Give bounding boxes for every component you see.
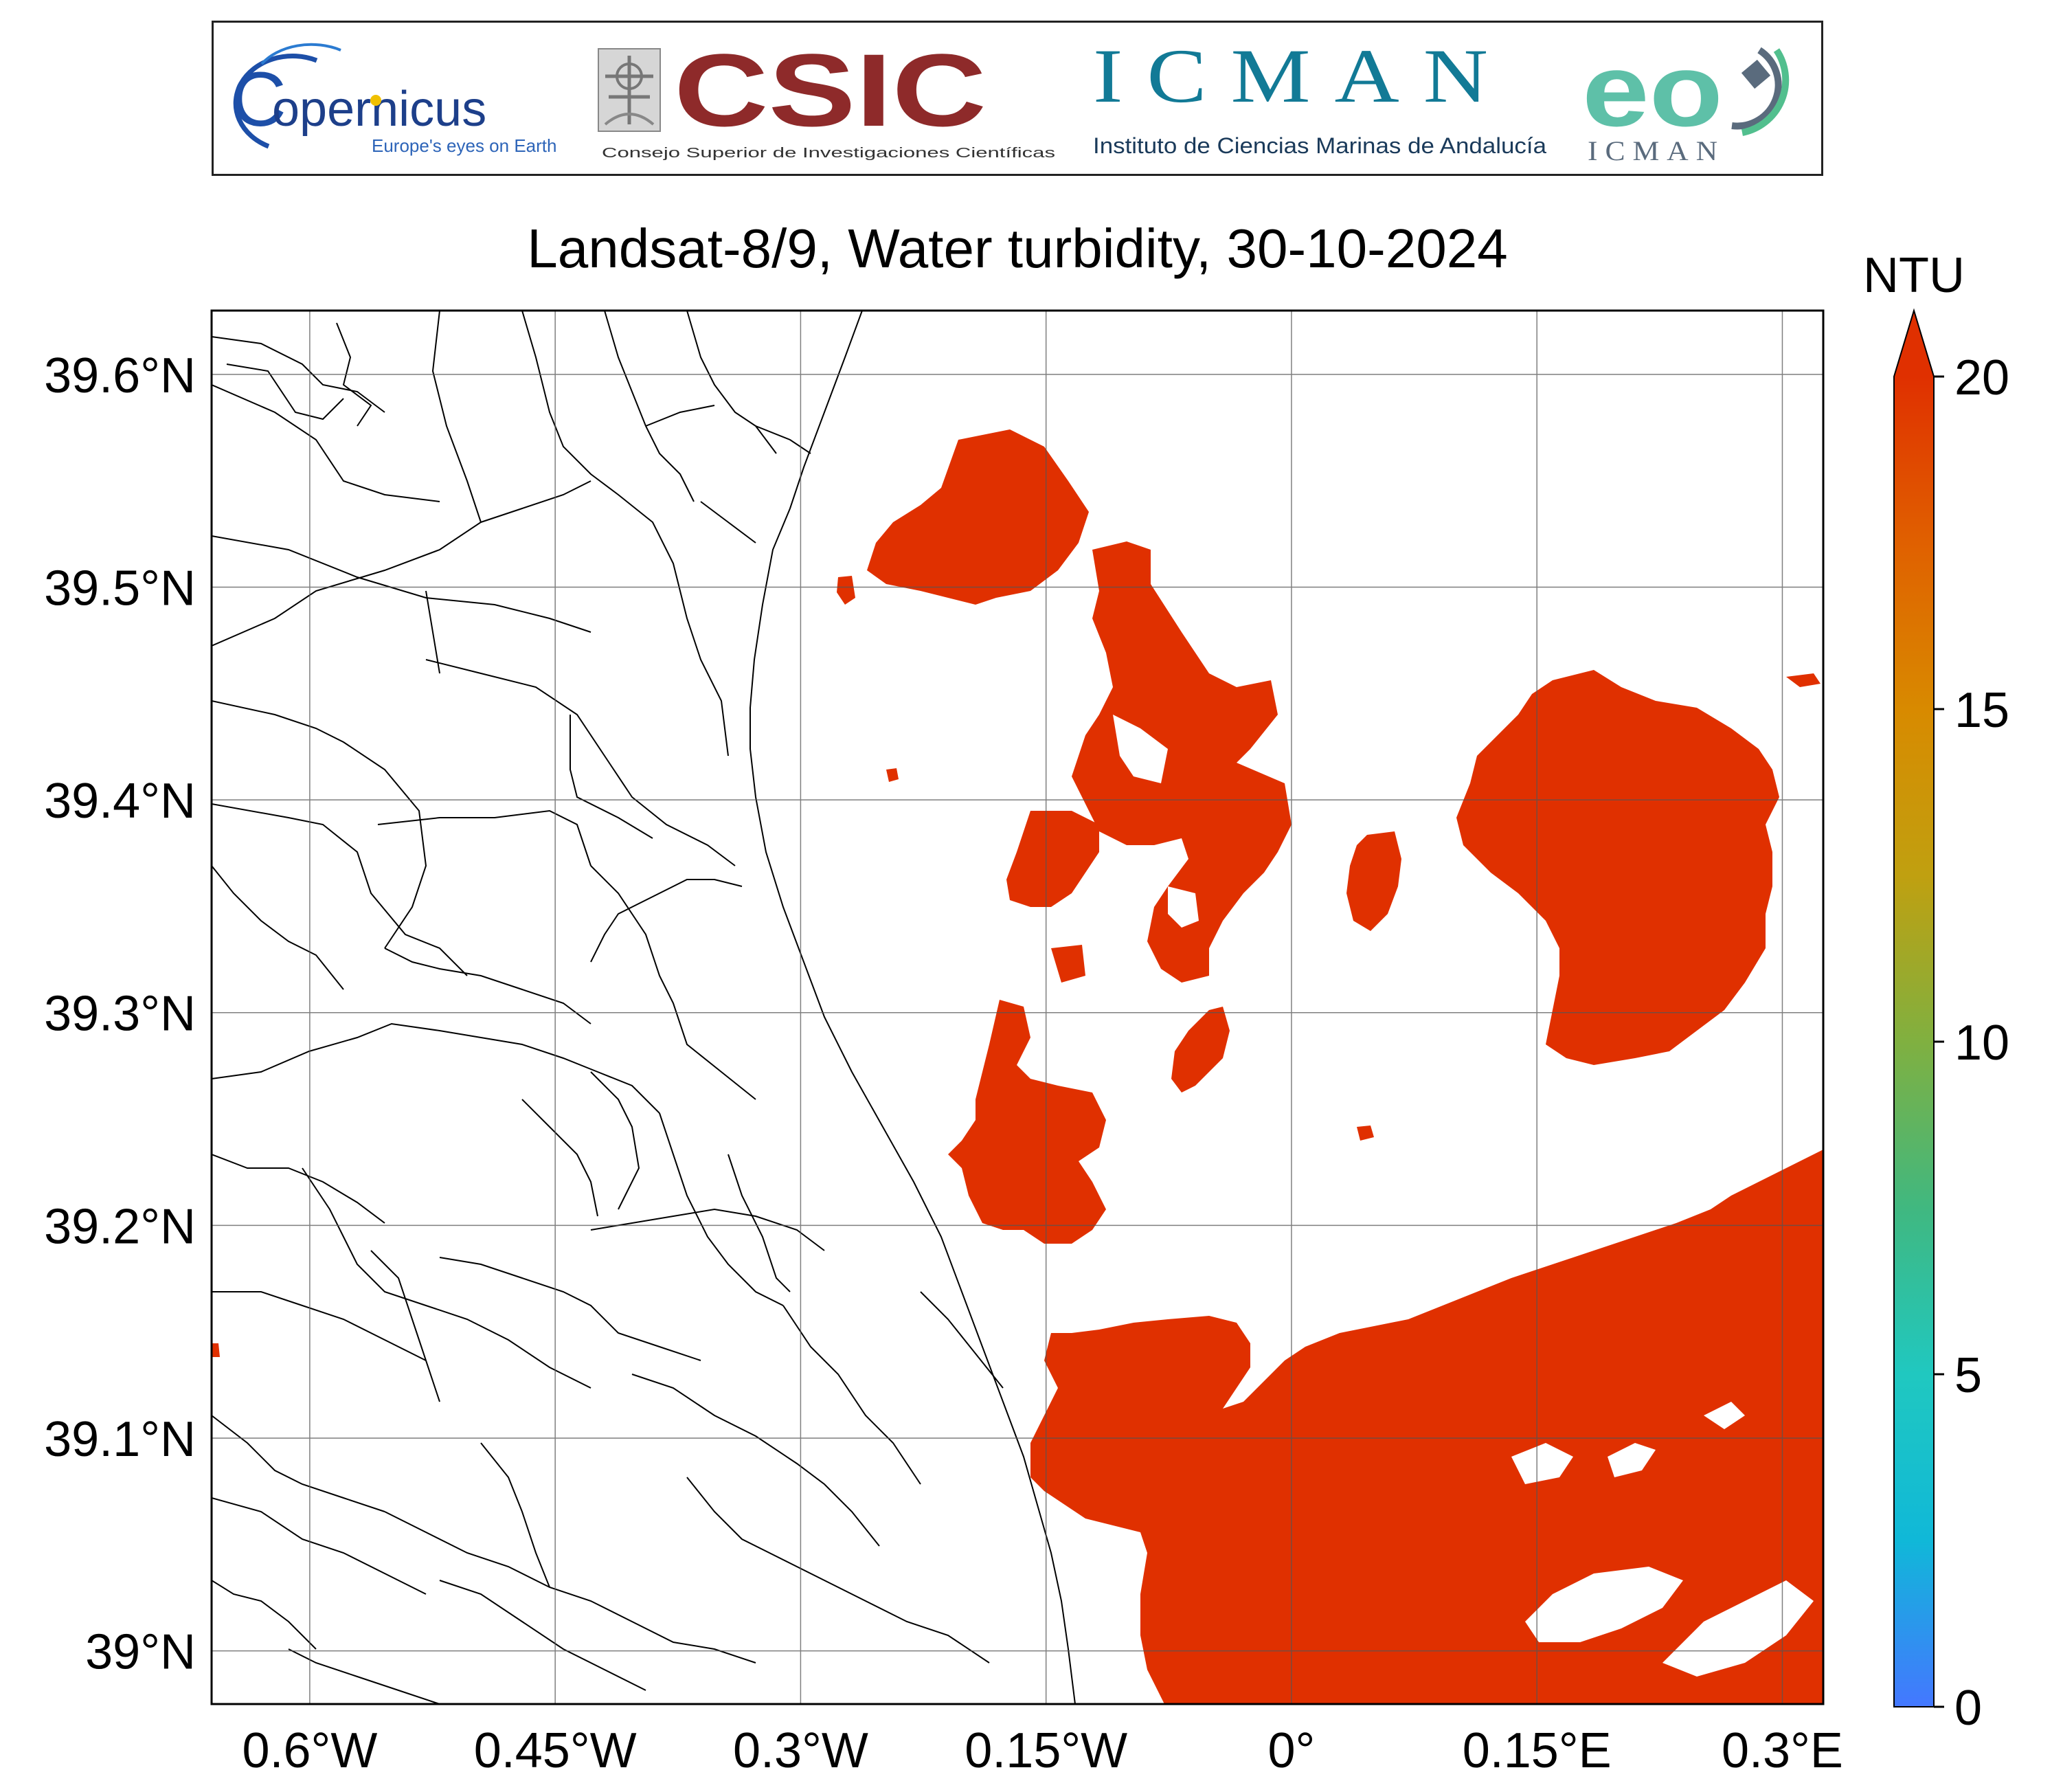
icman-logo: ICMAN Instituto de Ciencias Marinas de A… <box>1093 34 1546 158</box>
graticule <box>212 311 1823 1704</box>
turbidity-patch-southwest-a <box>948 1000 1106 1244</box>
turbidity-patch-small-island <box>1346 831 1401 931</box>
turbidity-patch-north <box>867 429 1089 605</box>
admin-boundaries <box>212 311 1076 1704</box>
turbidity-speck-6 <box>212 1343 220 1357</box>
csic-crest-icon <box>598 48 661 132</box>
turbidity-speck-2 <box>837 576 855 605</box>
lon-tick-label: 0.3°W <box>733 1723 868 1778</box>
copernicus-c: C <box>231 56 286 142</box>
lon-tick-label: 0.3°E <box>1722 1723 1843 1778</box>
satellite-signal-icon <box>1741 48 1790 136</box>
turbidity-speck-4 <box>1357 1125 1374 1141</box>
lon-tick-label: 0.15°W <box>965 1723 1127 1778</box>
satellite-icon <box>1741 59 1771 89</box>
colorbar-tick-label: 20 <box>1954 350 2009 405</box>
lat-tick-label: 39.3°N <box>44 987 196 1042</box>
turbidity-patch-southeast-large <box>1030 1150 1823 1704</box>
colorbar-unit: NTU <box>1863 248 1965 303</box>
lon-tick-label: 0.15°E <box>1463 1723 1612 1778</box>
logo-banner: C opernicus Europe's eyes on Earth CSIC … <box>212 21 1823 176</box>
colorbar: NTU 0 5 10 15 20 <box>1863 248 2009 1736</box>
turbidity-speck-5 <box>1051 945 1085 983</box>
eo-icman-logo: eo ICMAN <box>1582 32 1790 166</box>
lat-tick-label: 39.1°N <box>44 1412 196 1467</box>
lon-tick-label: 0° <box>1268 1723 1316 1778</box>
copernicus-dot-icon <box>370 95 381 106</box>
csic-wordmark: CSIC <box>674 32 987 148</box>
copernicus-wordmark: opernicus <box>272 82 486 137</box>
colorbar-tick-label: 5 <box>1954 1348 1982 1403</box>
colorbar-gradient <box>1894 377 1934 1707</box>
map-frame <box>210 309 1825 1705</box>
eo-wordmark: eo <box>1582 32 1723 148</box>
copernicus-logo: C opernicus Europe's eyes on Earth <box>231 43 556 156</box>
colorbar-extend-triangle <box>1894 311 1934 377</box>
lat-tick-label: 39.6°N <box>44 348 196 403</box>
turbidity-speck-3 <box>1786 673 1820 687</box>
icman-subtitle: Instituto de Ciencias Marinas de Andaluc… <box>1093 133 1546 158</box>
turbidity-patch-west-arm <box>1006 811 1099 907</box>
eo-subtitle: ICMAN <box>1588 135 1725 166</box>
lat-tick-label: 39.2°N <box>44 1199 196 1254</box>
turbidity-speck-1 <box>886 768 899 782</box>
lat-tick-label: 39.4°N <box>44 774 196 829</box>
lat-tick-label: 39.5°N <box>44 561 196 616</box>
turbidity-patch-small-a <box>1171 1007 1230 1093</box>
coastline <box>749 311 1076 1704</box>
lat-tick-label: 39°N <box>85 1625 196 1680</box>
colorbar-tick-label: 15 <box>1954 683 2009 738</box>
colorbar-tick-label: 10 <box>1954 1016 2009 1071</box>
turbidity-patch-central-north <box>1072 541 1292 983</box>
map-title: Landsat-8/9, Water turbidity, 30-10-2024 <box>527 218 1508 279</box>
lon-tick-label: 0.6°W <box>242 1723 377 1778</box>
csic-subtitle: Consejo Superior de Investigaciones Cien… <box>602 146 1055 161</box>
csic-logo: CSIC Consejo Superior de Investigaciones… <box>602 32 1055 161</box>
icman-wordmark: ICMAN <box>1093 34 1512 119</box>
copernicus-tagline: Europe's eyes on Earth <box>372 135 556 156</box>
colorbar-tick-label: 0 <box>1954 1681 1982 1736</box>
lon-tick-label: 0.45°W <box>474 1723 637 1778</box>
